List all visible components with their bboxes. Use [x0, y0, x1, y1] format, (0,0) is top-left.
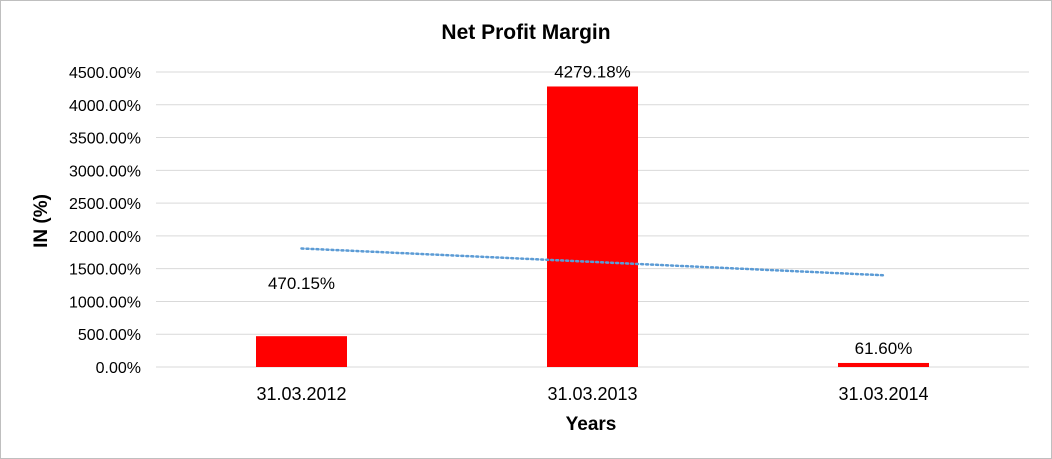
data-label: 4279.18%	[554, 62, 631, 81]
bar	[838, 362, 929, 367]
y-tick-label: 2500.00%	[69, 196, 141, 213]
y-tick-label: 3500.00%	[69, 131, 141, 148]
bar	[547, 86, 638, 367]
data-label: 61.60%	[855, 339, 913, 358]
y-tick-label: 2000.00%	[69, 229, 141, 246]
data-label: 470.15%	[268, 274, 335, 293]
trendline	[300, 247, 885, 277]
chart-title: Net Profit Margin	[441, 21, 610, 44]
x-tick-label: 31.03.2013	[547, 384, 637, 404]
bars	[256, 86, 929, 367]
y-tick-label: 0.00%	[96, 360, 141, 377]
y-tick-label: 500.00%	[78, 327, 141, 344]
trendline-layer	[300, 247, 885, 277]
y-tick-label: 4000.00%	[69, 98, 141, 115]
bar	[256, 336, 347, 367]
y-axis-label: IN (%)	[31, 194, 52, 248]
y-tick-label: 1500.00%	[69, 262, 141, 279]
y-tick-label: 4500.00%	[69, 65, 141, 82]
labels: 0.00% 500.00% 1000.00% 1500.00% 2000.00% 2500…	[69, 62, 929, 404]
y-tick-label: 1000.00%	[69, 294, 141, 311]
x-tick-label: 31.03.2014	[838, 384, 928, 404]
x-tick-label: 31.03.2012	[256, 384, 346, 404]
x-axis-label: Years	[566, 414, 617, 435]
y-tick-label: 3000.00%	[69, 163, 141, 180]
